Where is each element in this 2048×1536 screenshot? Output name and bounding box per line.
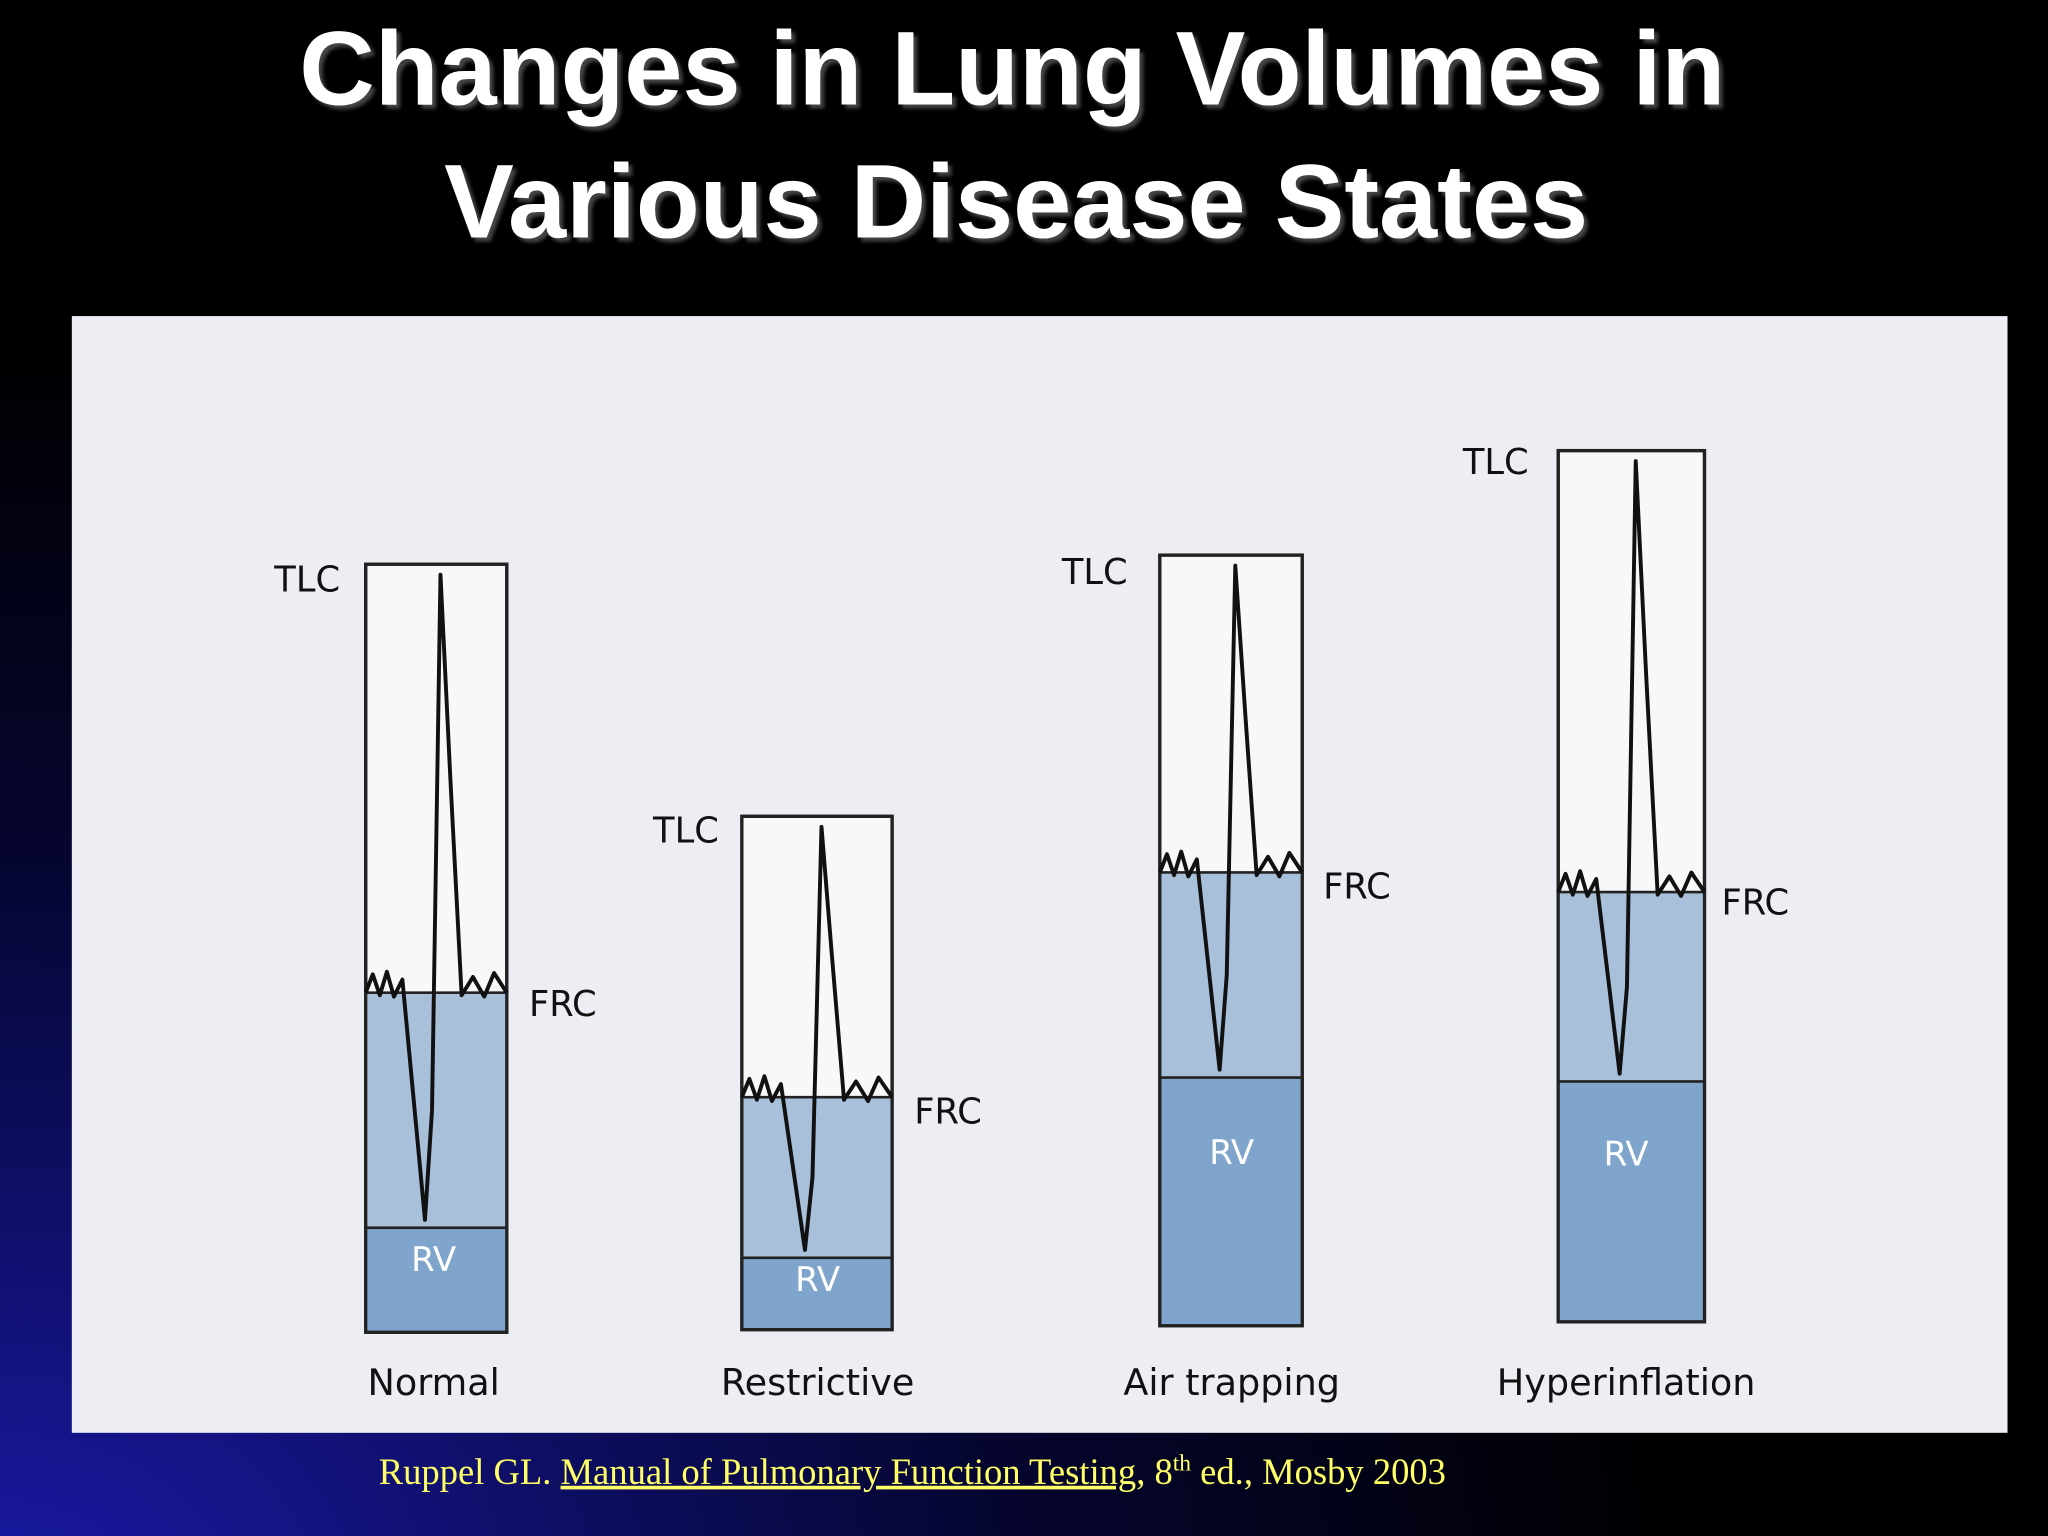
rv-label: RV (795, 1260, 840, 1300)
citation-rest: ed., Mosby 2003 (1191, 1451, 1446, 1492)
citation-book: Manual of Pulmonary Function Testing (561, 1451, 1137, 1492)
rv-region (1556, 1080, 1706, 1324)
citation-superscript: th (1173, 1451, 1192, 1477)
panel-label: Air trapping (1123, 1361, 1340, 1404)
rv-label: RV (1604, 1134, 1649, 1174)
title-line: Changes in Lung Volumes in (299, 10, 1725, 127)
volume-trace (1556, 459, 1707, 1076)
panel-label: Normal (367, 1361, 499, 1404)
frc-label: FRC (1323, 867, 1391, 908)
citation-edition: , 8 (1136, 1451, 1173, 1492)
tlc-label: TLC (1462, 442, 1529, 483)
figure-panel (71, 316, 2008, 1433)
title-line: Various Disease States (444, 144, 1588, 261)
rv-label: RV (1209, 1133, 1254, 1173)
volume-trace (363, 572, 509, 1222)
citation-author: Ruppel GL. (379, 1451, 561, 1492)
frc-label: FRC (914, 1091, 982, 1132)
rv-region (1158, 1076, 1304, 1328)
frc-label: FRC (529, 984, 597, 1025)
volume-trace (740, 824, 894, 1252)
panel-label: Restrictive (721, 1361, 915, 1404)
citation: Ruppel GL. Manual of Pulmonary Function … (379, 1451, 1446, 1492)
lung-box-outline (1158, 553, 1304, 1328)
lung-box-outline (1556, 448, 1707, 1324)
lung-box-outline (364, 562, 509, 1334)
tlc-label: TLC (273, 560, 340, 601)
panel-label: Hyperinflation (1497, 1361, 1756, 1404)
lung-box-outline (740, 814, 894, 1332)
rv-label: RV (411, 1240, 456, 1280)
tlc-label: TLC (652, 810, 719, 851)
volume-trace (1158, 563, 1304, 1072)
frc-label: FRC (1721, 882, 1789, 923)
tlc-label: TLC (1061, 552, 1128, 593)
diagram: TLC FRC RV Normal TLC FRC RV Restrictive TLC FRC R… (273, 442, 1789, 1404)
